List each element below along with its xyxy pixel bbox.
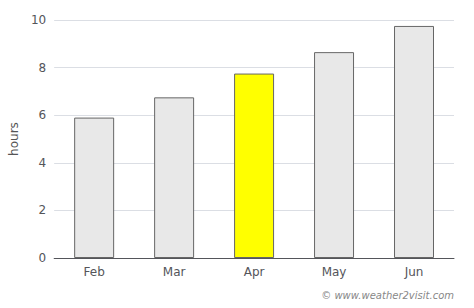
svg-text:8: 8 [39,61,47,75]
svg-text:Jun: Jun [404,265,424,279]
svg-text:0: 0 [39,251,47,265]
svg-text:Feb: Feb [84,265,105,279]
svg-text:4: 4 [39,156,47,170]
svg-text:10: 10 [31,13,46,27]
svg-text:© www.weather2visit.com: © www.weather2visit.com [321,290,454,301]
svg-text:Mar: Mar [163,265,186,279]
svg-text:2: 2 [39,203,47,217]
svg-text:6: 6 [39,108,47,122]
svg-text:May: May [322,265,347,279]
svg-text:hours: hours [7,122,21,156]
svg-text:Apr: Apr [244,265,265,279]
